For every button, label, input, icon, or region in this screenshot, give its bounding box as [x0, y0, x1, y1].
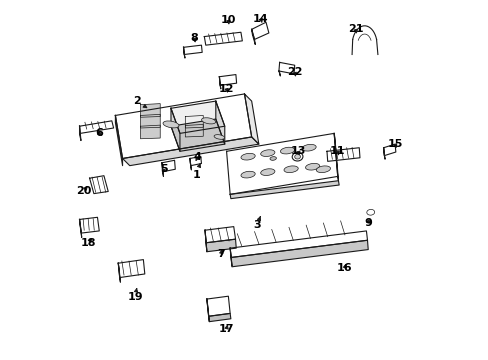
- Polygon shape: [171, 119, 224, 151]
- Text: 3: 3: [253, 217, 260, 230]
- Polygon shape: [80, 121, 113, 134]
- Text: 2: 2: [133, 96, 146, 108]
- Text: 13: 13: [290, 146, 305, 156]
- Text: 11: 11: [329, 146, 345, 156]
- Text: 14: 14: [252, 14, 268, 24]
- Polygon shape: [326, 148, 359, 161]
- Polygon shape: [383, 144, 395, 156]
- Ellipse shape: [366, 210, 374, 215]
- Polygon shape: [80, 220, 81, 237]
- Text: 8: 8: [190, 33, 198, 43]
- Ellipse shape: [214, 135, 224, 139]
- Ellipse shape: [241, 153, 255, 160]
- Text: 20: 20: [76, 186, 91, 196]
- Ellipse shape: [301, 144, 316, 151]
- Polygon shape: [171, 101, 224, 134]
- Polygon shape: [122, 137, 258, 166]
- Polygon shape: [251, 30, 255, 44]
- Polygon shape: [230, 231, 367, 257]
- Ellipse shape: [260, 150, 274, 157]
- Polygon shape: [244, 94, 258, 144]
- Text: 6: 6: [95, 129, 103, 138]
- Polygon shape: [162, 160, 175, 172]
- Text: 17: 17: [218, 324, 234, 334]
- Text: 22: 22: [286, 67, 302, 77]
- Polygon shape: [183, 47, 184, 58]
- Polygon shape: [183, 45, 202, 54]
- Polygon shape: [251, 22, 268, 40]
- Polygon shape: [115, 116, 122, 166]
- Polygon shape: [206, 296, 230, 316]
- Polygon shape: [190, 158, 191, 170]
- Ellipse shape: [280, 147, 294, 154]
- Polygon shape: [204, 230, 206, 252]
- Text: 4: 4: [194, 152, 202, 162]
- Text: 19: 19: [127, 288, 142, 302]
- Polygon shape: [230, 181, 339, 199]
- Polygon shape: [89, 176, 108, 194]
- Polygon shape: [162, 163, 163, 176]
- Ellipse shape: [201, 118, 215, 124]
- Polygon shape: [185, 116, 203, 128]
- Ellipse shape: [284, 166, 298, 172]
- Polygon shape: [206, 239, 236, 252]
- Ellipse shape: [269, 157, 276, 160]
- Polygon shape: [171, 108, 180, 151]
- Polygon shape: [185, 125, 203, 137]
- Polygon shape: [80, 217, 99, 233]
- Ellipse shape: [260, 169, 274, 175]
- Polygon shape: [204, 32, 242, 45]
- Polygon shape: [226, 134, 337, 194]
- Text: 1: 1: [192, 164, 200, 180]
- Ellipse shape: [294, 154, 300, 159]
- Polygon shape: [278, 62, 294, 74]
- Text: 15: 15: [386, 139, 402, 149]
- Polygon shape: [231, 240, 367, 267]
- Polygon shape: [118, 260, 144, 278]
- Ellipse shape: [305, 163, 319, 170]
- Text: 16: 16: [336, 263, 352, 273]
- Text: 21: 21: [347, 24, 363, 35]
- Polygon shape: [208, 314, 230, 321]
- Ellipse shape: [163, 121, 179, 128]
- Text: 9: 9: [364, 218, 371, 228]
- Text: 7: 7: [217, 248, 224, 258]
- Ellipse shape: [294, 154, 301, 157]
- Polygon shape: [140, 125, 160, 139]
- Polygon shape: [219, 75, 236, 85]
- Text: 12: 12: [218, 84, 234, 94]
- Polygon shape: [215, 101, 224, 144]
- Polygon shape: [383, 148, 384, 159]
- Polygon shape: [219, 77, 221, 89]
- Ellipse shape: [316, 166, 330, 172]
- Polygon shape: [190, 156, 201, 166]
- Polygon shape: [204, 226, 235, 243]
- Ellipse shape: [241, 171, 255, 178]
- Polygon shape: [206, 299, 209, 321]
- Polygon shape: [333, 134, 338, 181]
- Polygon shape: [80, 126, 81, 140]
- Text: 5: 5: [160, 164, 167, 174]
- Polygon shape: [115, 94, 251, 158]
- Polygon shape: [140, 114, 160, 128]
- Polygon shape: [278, 71, 280, 76]
- Polygon shape: [118, 263, 120, 282]
- Polygon shape: [230, 248, 231, 266]
- Polygon shape: [140, 104, 160, 117]
- Text: 10: 10: [220, 15, 236, 26]
- Text: 18: 18: [81, 238, 96, 248]
- Ellipse shape: [292, 152, 303, 161]
